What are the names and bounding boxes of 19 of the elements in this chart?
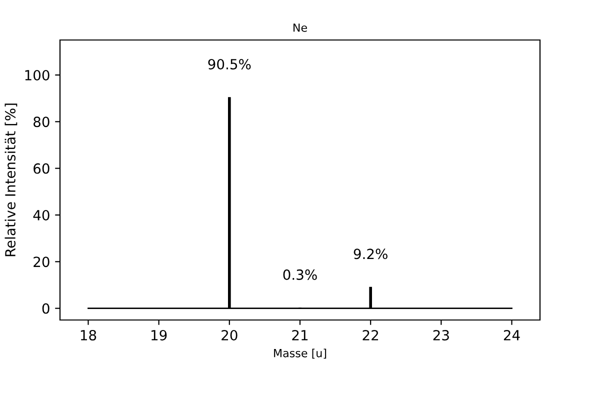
y-tick-label: 40 <box>33 210 50 220</box>
x-tick-label: 19 <box>152 330 167 340</box>
x-tick-label: 24 <box>504 330 520 340</box>
chart-title: Ne <box>294 24 307 32</box>
x-tick-label: 21 <box>292 330 308 340</box>
x-tick-label: 20 <box>222 330 238 340</box>
y-tick-label: 80 <box>34 116 50 128</box>
data-label: 90.5% <box>208 58 251 70</box>
y-tick-label: 20 <box>34 256 50 268</box>
y-tick-label: 100 <box>25 70 50 80</box>
x-tick-label: 22 <box>362 330 378 340</box>
y-tick-label: 60 <box>34 163 50 174</box>
y-tick-label: 0 <box>42 303 50 314</box>
data-label: 0.3% <box>283 269 317 280</box>
x-tick-label: 18 <box>80 330 96 340</box>
y-axis-title: Relative Intensität [%] <box>4 104 18 256</box>
x-axis-title: Masse [u] <box>274 348 326 359</box>
data-label: 9.2% <box>354 248 388 260</box>
x-tick-label: 23 <box>433 330 449 340</box>
